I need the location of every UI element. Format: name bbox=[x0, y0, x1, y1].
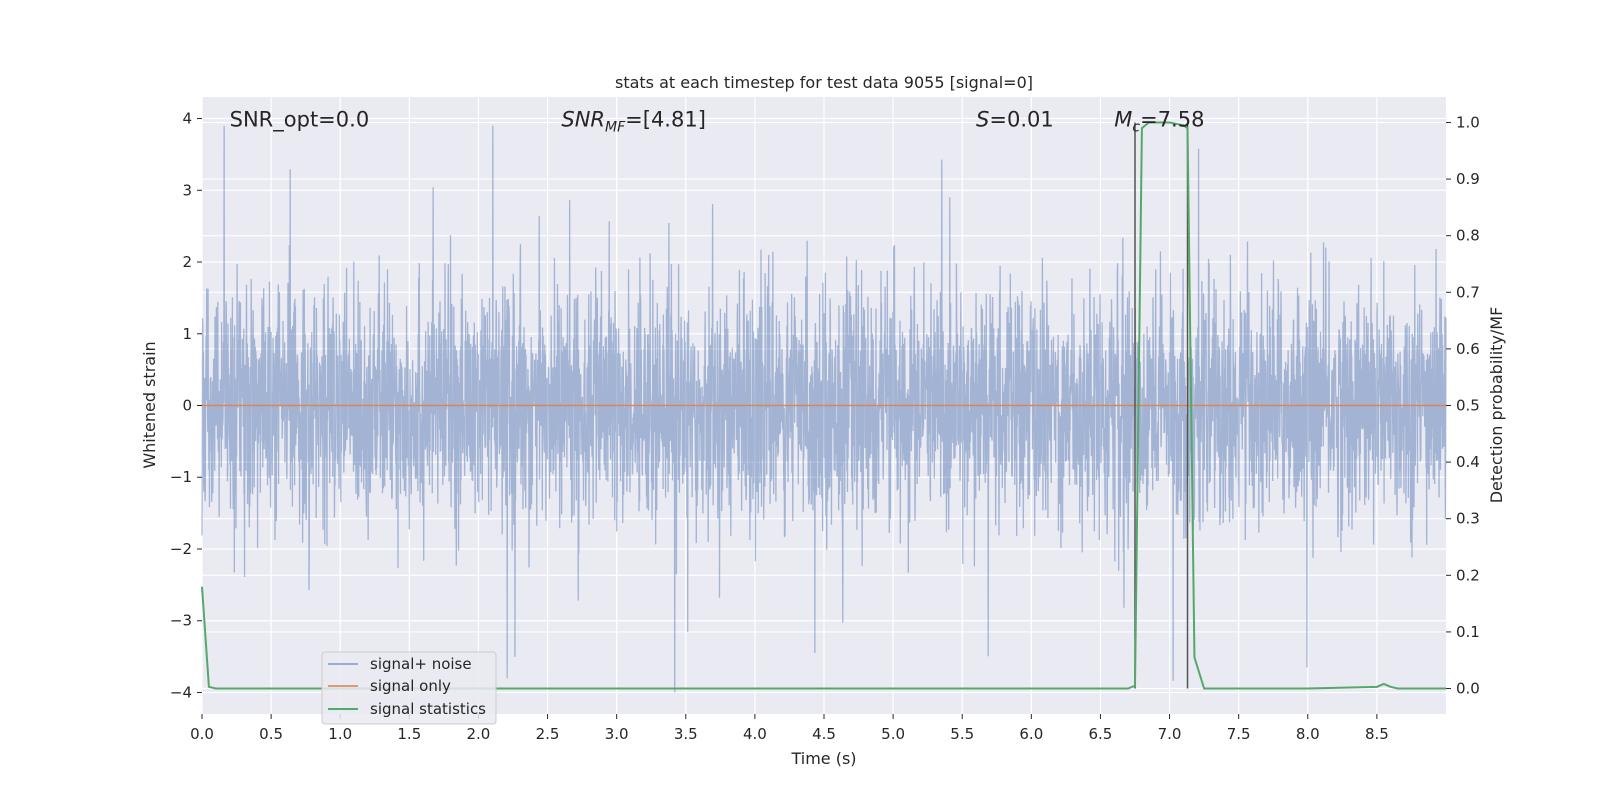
series-signal-noise bbox=[201, 125, 1447, 693]
x-tick-label: 6.5 bbox=[1089, 725, 1113, 743]
x-tick-label: 8.0 bbox=[1296, 725, 1320, 743]
y-left-tick-label: −2 bbox=[170, 540, 192, 558]
y-left-tick-label: −4 bbox=[170, 683, 192, 701]
x-tick-label: 5.5 bbox=[950, 725, 974, 743]
annotation-text: SNRMF=[4.81] bbox=[561, 108, 706, 136]
y-left-tick-label: 0 bbox=[182, 397, 192, 415]
y-left-axis-label: Whitened strain bbox=[140, 341, 159, 468]
y-right-tick-label: 1.0 bbox=[1456, 113, 1480, 131]
y-left-tick-label: −3 bbox=[170, 612, 192, 630]
annotation-text: SNR_opt=0.0 bbox=[230, 108, 370, 133]
y-left-tick-label: −1 bbox=[170, 468, 192, 486]
series-line-signal-noise bbox=[201, 125, 1447, 693]
y-right-tick-label: 0.6 bbox=[1456, 340, 1480, 358]
y-right-tick-label: 0.7 bbox=[1456, 283, 1480, 301]
x-tick-label: 6.0 bbox=[1019, 725, 1043, 743]
y-right-tick-label: 0.1 bbox=[1456, 623, 1480, 641]
x-tick-label: 0.5 bbox=[259, 725, 283, 743]
legend-box bbox=[321, 651, 497, 725]
x-tick-label: 1.0 bbox=[328, 725, 352, 743]
legend: signal+ noise signal only signal statist… bbox=[321, 651, 497, 725]
chart-title: stats at each timestep for test data 905… bbox=[615, 73, 1033, 92]
annotation-text: S=0.01 bbox=[976, 108, 1054, 132]
x-tick-label: 5.0 bbox=[881, 725, 905, 743]
x-tick-label: 3.5 bbox=[674, 725, 698, 743]
y-right-tick-label: 0.0 bbox=[1456, 680, 1480, 698]
y-right-tick-label: 0.9 bbox=[1456, 170, 1480, 188]
y-right-tick-label: 0.8 bbox=[1456, 227, 1480, 245]
x-tick-label: 4.0 bbox=[743, 725, 767, 743]
x-axis-label: Time (s) bbox=[790, 749, 856, 768]
annotation-text: Mc=7.58 bbox=[1114, 108, 1204, 136]
y-left-tick-label: 2 bbox=[182, 253, 192, 271]
y-right-tick-label: 0.2 bbox=[1456, 566, 1480, 584]
legend-label-signal-only: signal only bbox=[370, 677, 451, 695]
x-tick-label: 7.0 bbox=[1158, 725, 1182, 743]
legend-label-signal-statistics: signal statistics bbox=[370, 700, 486, 718]
y-left-tick-label: 1 bbox=[182, 325, 192, 343]
x-tick-label: 2.0 bbox=[467, 725, 491, 743]
x-tick-label: 8.5 bbox=[1365, 725, 1389, 743]
y-right-tick-label: 0.5 bbox=[1456, 397, 1480, 415]
y-left-tick-label: 3 bbox=[182, 181, 192, 199]
x-tick-label: 3.0 bbox=[605, 725, 629, 743]
x-tick-label: 2.5 bbox=[536, 725, 560, 743]
x-tick-label: 4.5 bbox=[812, 725, 836, 743]
y-right-axis-ticks: 0.0 0.1 0.2 0.3 0.4 0.5 0.6 0.7 0.8 0.9 1.0 bbox=[1446, 113, 1480, 698]
x-tick-label: 7.5 bbox=[1227, 725, 1251, 743]
vertical-markers bbox=[1134, 122, 1189, 689]
x-tick-label: 0.0 bbox=[190, 725, 214, 743]
legend-label-signal-noise: signal+ noise bbox=[370, 655, 472, 673]
x-tick-label: 1.5 bbox=[397, 725, 421, 743]
y-left-tick-label: 4 bbox=[182, 110, 192, 128]
annotations: SNR_opt=0.0 SNRMF=[4.81] S=0.01 Mc=7.58 bbox=[230, 108, 1205, 136]
y-right-tick-label: 0.4 bbox=[1456, 453, 1480, 471]
y-right-tick-label: 0.3 bbox=[1456, 510, 1480, 528]
y-right-axis-label: Detection probability/MF bbox=[1487, 307, 1506, 504]
x-axis-ticks: 0.0 0.5 1.0 1.5 2.0 2.5 3.0 3.5 4.0 4.5 5.0 5.5 6.0 6… bbox=[190, 714, 1389, 743]
y-left-axis-ticks: −4 −3 −2 −1 0 1 2 3 4 bbox=[170, 110, 202, 701]
